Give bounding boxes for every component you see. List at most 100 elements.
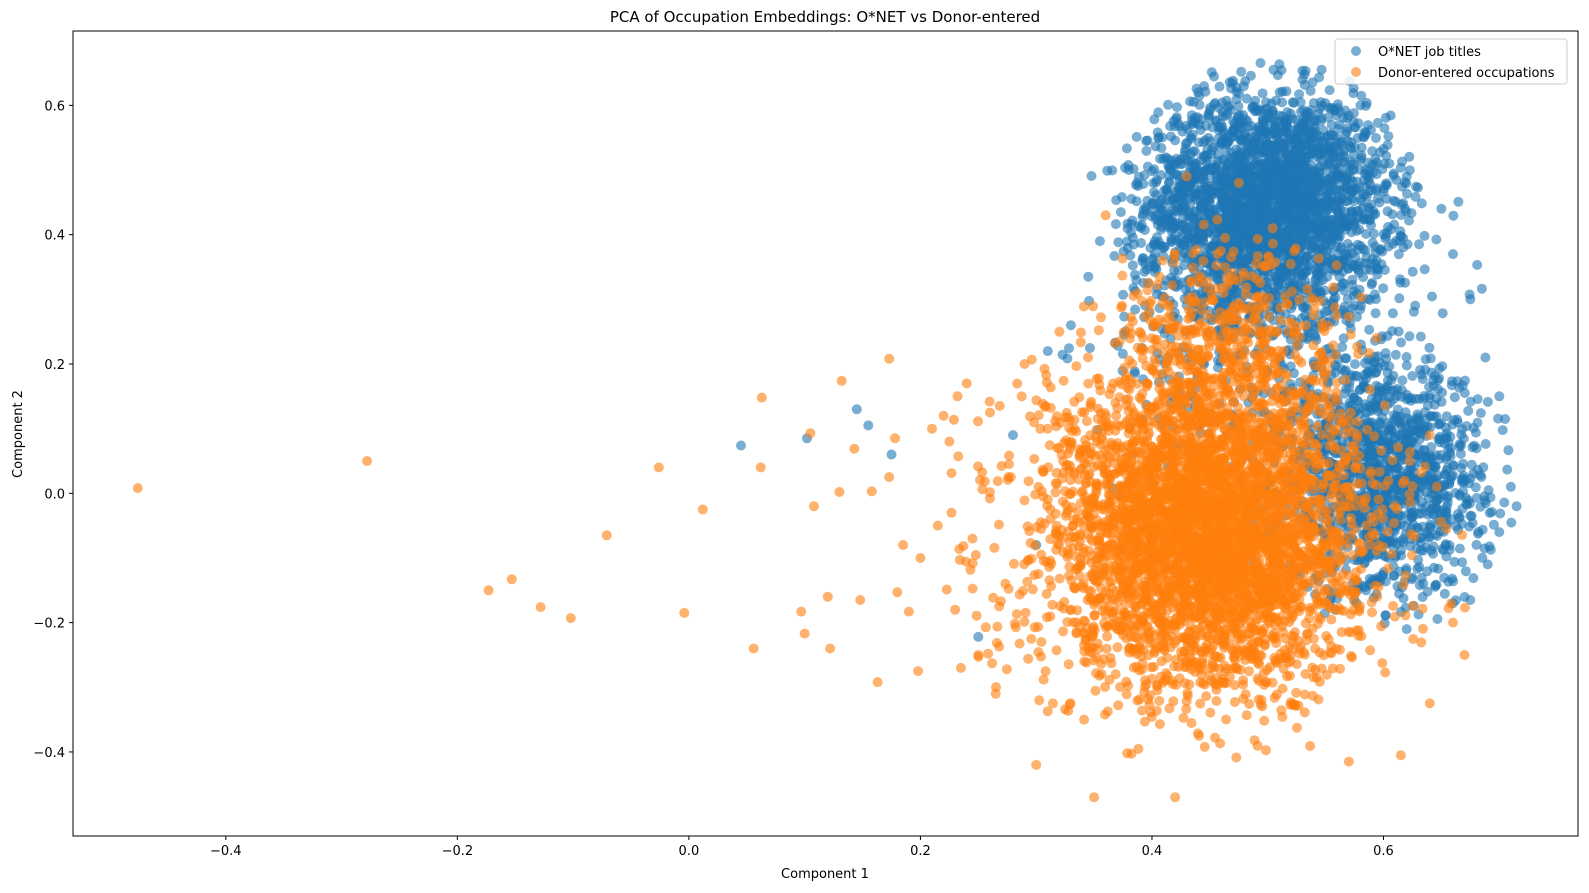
- data-point: [1255, 58, 1266, 68]
- data-point: [1366, 440, 1377, 451]
- data-point: [1415, 365, 1425, 375]
- data-point: [1453, 196, 1464, 207]
- data-point: [1312, 144, 1323, 155]
- data-point: [1384, 158, 1395, 169]
- data-point: [1483, 485, 1494, 496]
- data-point: [1246, 204, 1257, 214]
- data-point: [1475, 408, 1486, 419]
- data-point: [1348, 108, 1359, 119]
- data-point: [1323, 220, 1334, 231]
- data-point: [1381, 193, 1392, 204]
- data-point: [1364, 324, 1375, 335]
- data-point: [1358, 214, 1369, 225]
- data-point: [1414, 239, 1425, 250]
- data-point: [1431, 234, 1442, 245]
- data-point: [1502, 464, 1513, 475]
- data-point: [1429, 562, 1439, 573]
- data-point: [851, 404, 862, 415]
- data-point: [1382, 140, 1393, 150]
- data-point: [1314, 72, 1325, 83]
- data-point: [1085, 343, 1095, 353]
- data-point: [1441, 432, 1452, 442]
- data-point: [1415, 331, 1426, 342]
- data-point: [1449, 392, 1460, 403]
- data-point: [1358, 403, 1369, 413]
- data-point: [1169, 121, 1180, 132]
- data-point: [1241, 136, 1252, 147]
- data-point: [1401, 624, 1412, 635]
- data-point: [1355, 155, 1365, 166]
- data-point: [1410, 191, 1421, 202]
- data-point: [1164, 163, 1175, 174]
- data-point: [1426, 504, 1437, 515]
- data-point: [1199, 198, 1210, 209]
- data-point: [1086, 171, 1097, 181]
- data-point: [1237, 255, 1248, 266]
- data-point: [1236, 66, 1247, 77]
- data-point: [1466, 511, 1477, 521]
- data-point: [1220, 162, 1231, 173]
- data-point: [1344, 397, 1355, 408]
- data-point: [1494, 391, 1505, 402]
- data-point: [1458, 477, 1469, 488]
- data-point: [1383, 131, 1394, 142]
- data-point: [1008, 430, 1018, 441]
- data-point: [1121, 143, 1132, 154]
- data-point: [1363, 366, 1374, 377]
- data-point: [1288, 218, 1299, 229]
- data-point: [1172, 102, 1182, 113]
- data-point: [1465, 294, 1476, 305]
- data-point: [1397, 375, 1408, 386]
- chart-title: PCA of Occupation Embeddings: O*NET vs D…: [610, 8, 1040, 26]
- data-point: [1457, 424, 1467, 435]
- data-point: [1434, 363, 1445, 374]
- data-point: [1266, 164, 1277, 175]
- data-point: [1149, 164, 1160, 175]
- data-point: [973, 631, 984, 642]
- data-point: [1239, 217, 1250, 228]
- data-point: [1400, 407, 1411, 418]
- data-point: [1404, 331, 1415, 342]
- data-point: [1160, 241, 1171, 252]
- data-point: [1195, 125, 1206, 135]
- data-point: [1358, 131, 1369, 142]
- data-point: [1346, 159, 1357, 170]
- data-point: [1428, 411, 1439, 422]
- data-point: [1365, 125, 1376, 135]
- data-point: [1237, 168, 1248, 179]
- data-point: [1370, 241, 1381, 252]
- data-point: [1476, 472, 1487, 482]
- data-point: [1437, 308, 1448, 319]
- data-point: [1271, 153, 1282, 164]
- data-point: [1148, 178, 1159, 188]
- data-point: [1242, 159, 1253, 169]
- data-point: [1448, 249, 1458, 260]
- data-point: [1231, 86, 1242, 97]
- data-point: [1345, 173, 1356, 184]
- data-point: [1506, 517, 1517, 528]
- data-point: [1281, 86, 1292, 97]
- data-point: [1190, 112, 1201, 123]
- data-point: [1440, 469, 1450, 480]
- data-point: [1279, 116, 1290, 127]
- data-point: [1422, 586, 1433, 597]
- data-point: [1282, 209, 1292, 220]
- data-point: [1470, 482, 1481, 493]
- data-point: [1424, 393, 1435, 403]
- data-point: [1185, 211, 1196, 222]
- data-point: [1329, 105, 1340, 116]
- data-point: [1482, 559, 1493, 570]
- data-point: [1383, 222, 1393, 232]
- data-point: [1370, 308, 1381, 319]
- data-point: [1369, 457, 1380, 467]
- data-point: [1233, 101, 1244, 112]
- data-point: [1131, 131, 1142, 142]
- data-point: [1127, 260, 1138, 271]
- data-point: [1411, 181, 1422, 192]
- data-point: [1401, 436, 1412, 447]
- plot-marks: [132, 58, 1522, 803]
- data-point: [1416, 198, 1427, 209]
- data-point: [1380, 348, 1391, 359]
- data-point: [1141, 145, 1152, 156]
- data-point: [1476, 283, 1487, 294]
